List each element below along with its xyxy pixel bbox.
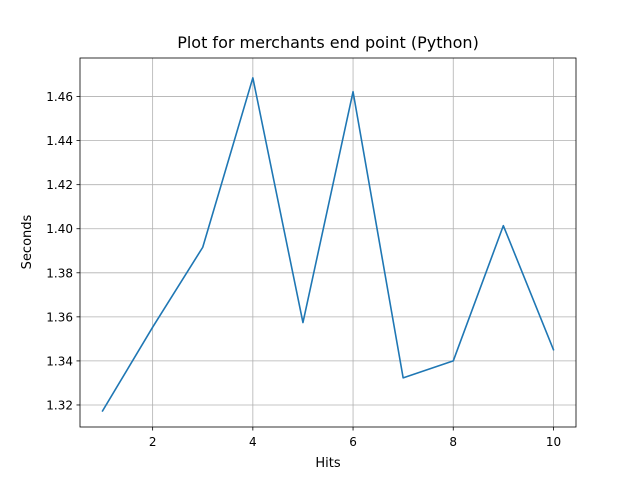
- chart-title: Plot for merchants end point (Python): [177, 33, 479, 52]
- x-tick-label: 10: [546, 435, 561, 449]
- y-tick-label: 1.32: [46, 398, 73, 412]
- x-tick-label: 6: [349, 435, 357, 449]
- y-tick-label: 1.40: [46, 222, 73, 236]
- y-tick-label: 1.46: [46, 90, 73, 104]
- series-layer: [101, 77, 555, 413]
- y-axis-label: Seconds: [20, 214, 35, 269]
- plot-frame: [79, 57, 577, 428]
- y-tick-label: 1.38: [46, 266, 73, 280]
- ticks: 2 4 6 8 10 1.32 1.34 1.36 1.38 1.40 1.42 1.44 1.46: [46, 90, 561, 449]
- x-axis-label: Hits: [315, 456, 340, 471]
- grid: [80, 58, 576, 427]
- x-tick-label: 4: [249, 435, 257, 449]
- series-line: [101, 77, 555, 413]
- x-tick-label: 8: [449, 435, 457, 449]
- y-tick-label: 1.34: [46, 354, 73, 368]
- y-tick-label: 1.42: [46, 178, 73, 192]
- y-tick-label: 1.36: [46, 310, 73, 324]
- y-tick-label: 1.44: [46, 134, 73, 148]
- x-tick-label: 2: [149, 435, 157, 449]
